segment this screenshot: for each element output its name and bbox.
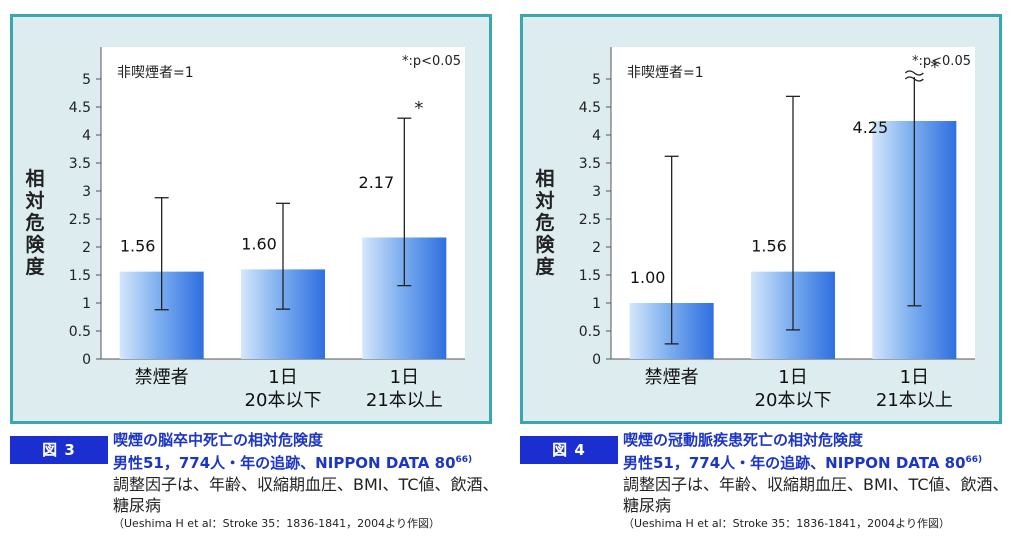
reference-note: 非喫煙者=1 <box>117 65 194 81</box>
y-tick-label: 2 <box>592 240 601 256</box>
adjustment-note: 調整因子は、年齢、収縮期血圧、BMI、TC値、飲酒、糖尿病 <box>623 475 1009 515</box>
y-tick-label: 0 <box>82 352 91 368</box>
chart-fig4: 0 0.5 1 1.5 2 2.5 3 3.5 4 4.5 5 相対危険度 非喫煙者=1 *:p<0.05… <box>534 47 975 411</box>
chart-panel-fig3: 0 0.5 1 1.5 2 2.5 3 3.5 4 4.5 5 相対危険度 非喫煙者=1 *:p<0.05… <box>10 14 492 424</box>
significance-asterisk: * <box>414 98 423 119</box>
y-tick-label: 4 <box>82 128 91 144</box>
y-tick-label: 4.5 <box>69 100 91 116</box>
value-label: 1.60 <box>241 234 277 253</box>
y-tick-label: 0 <box>592 352 601 368</box>
y-tick-label: 2.5 <box>69 212 91 228</box>
figure-caption: 喫煙の冠動脈疾患死亡の相対危険度 男性51，774人・年の追跡、NIPPON D… <box>623 430 1013 532</box>
y-tick-label: 3.5 <box>579 156 601 172</box>
y-axis-label: 対 <box>24 189 44 212</box>
figure-title: 喫煙の冠動脈疾患死亡の相対危険度 <box>623 431 864 449</box>
chart-fig3: 0 0.5 1 1.5 2 2.5 3 3.5 4 4.5 5 相対危険度 非喫煙者=1 *:p<0.05… <box>24 47 465 411</box>
y-tick-label: 3 <box>82 184 91 200</box>
y-tick-label: 3.5 <box>69 156 91 172</box>
value-label: 4.25 <box>853 118 889 137</box>
y-tick-label: 5 <box>592 72 601 88</box>
y-axis-label: 険 <box>535 233 555 256</box>
reference-mark: 66) <box>455 455 473 465</box>
subtitle-text: 男性51，774人・年の追跡、NIPPON DATA 80 <box>113 454 456 472</box>
y-tick-label: 2 <box>82 240 91 256</box>
figure-label-badge: 図 4 <box>520 436 618 464</box>
adjustment-note: 調整因子は、年齢、収縮期血圧、BMI、TC値、飲酒、糖尿病 <box>113 475 499 515</box>
y-tick-label: 5 <box>82 72 91 88</box>
y-tick-label: 0.5 <box>69 324 91 340</box>
chart-panel-fig4: 0 0.5 1 1.5 2 2.5 3 3.5 4 4.5 5 相対危険度 非喫煙者=1 *:p<0.05… <box>520 14 1002 424</box>
source-citation: （Ueshima H et al：Stroke 35：1836-1841，200… <box>113 517 440 530</box>
subtitle-text: 男性51，774人・年の追跡、NIPPON DATA 80 <box>623 454 966 472</box>
y-axis-label: 度 <box>25 255 45 278</box>
source-citation: （Ueshima H et al：Stroke 35：1836-1841，200… <box>623 517 950 530</box>
y-axis-label: 危 <box>535 211 554 234</box>
y-axis-label: 相 <box>535 168 554 190</box>
x-category-label: 20本以下 <box>755 390 832 411</box>
y-axis-label: 度 <box>535 255 555 278</box>
y-axis-label: 危 <box>25 211 44 234</box>
x-category-label: 禁煙者 <box>645 367 699 388</box>
x-category-label: 1日 <box>778 367 807 388</box>
y-axis-label: 険 <box>25 233 45 256</box>
x-category-label: 1日 <box>390 367 419 388</box>
y-tick-label: 1 <box>592 296 601 312</box>
value-label: 1.56 <box>751 237 787 256</box>
value-label: 2.17 <box>359 173 395 192</box>
figure-subtitle: 男性51，774人・年の追跡、NIPPON DATA 8066) <box>623 450 1013 473</box>
figure-caption: 喫煙の脳卒中死亡の相対危険度 男性51，774人・年の追跡、NIPPON DAT… <box>113 430 503 532</box>
figure-title: 喫煙の脳卒中死亡の相対危険度 <box>113 431 324 449</box>
axis-break-mark <box>904 70 924 76</box>
x-category-label: 禁煙者 <box>135 367 189 388</box>
value-label: 1.56 <box>120 237 156 256</box>
x-category-label: 21本以上 <box>366 390 443 411</box>
value-label: 1.00 <box>630 268 666 287</box>
figure-subtitle: 男性51，774人・年の追跡、NIPPON DATA 8066) <box>113 450 503 473</box>
significance-asterisk: * <box>930 57 939 78</box>
x-category-label: 21本以上 <box>876 390 953 411</box>
y-tick-label: 4 <box>592 128 601 144</box>
y-tick-label: 1 <box>82 296 91 312</box>
significance-note: *:p<0.05 <box>912 54 971 69</box>
reference-mark: 66) <box>965 455 983 465</box>
x-category-label: 20本以下 <box>245 390 322 411</box>
y-tick-label: 1.5 <box>69 268 91 284</box>
y-tick-label: 0.5 <box>579 324 601 340</box>
y-axis-label: 相 <box>25 168 44 190</box>
x-category-label: 1日 <box>268 367 297 388</box>
axis-break-mark <box>904 76 924 82</box>
y-tick-label: 4.5 <box>579 100 601 116</box>
y-tick-label: 3 <box>592 184 601 200</box>
significance-note: *:p<0.05 <box>402 54 461 69</box>
x-category-label: 1日 <box>900 367 929 388</box>
figure-label-badge: 図 3 <box>10 436 108 464</box>
reference-note: 非喫煙者=1 <box>627 65 704 81</box>
y-tick-label: 2.5 <box>579 212 601 228</box>
y-tick-label: 1.5 <box>579 268 601 284</box>
y-axis-label: 対 <box>534 189 554 212</box>
